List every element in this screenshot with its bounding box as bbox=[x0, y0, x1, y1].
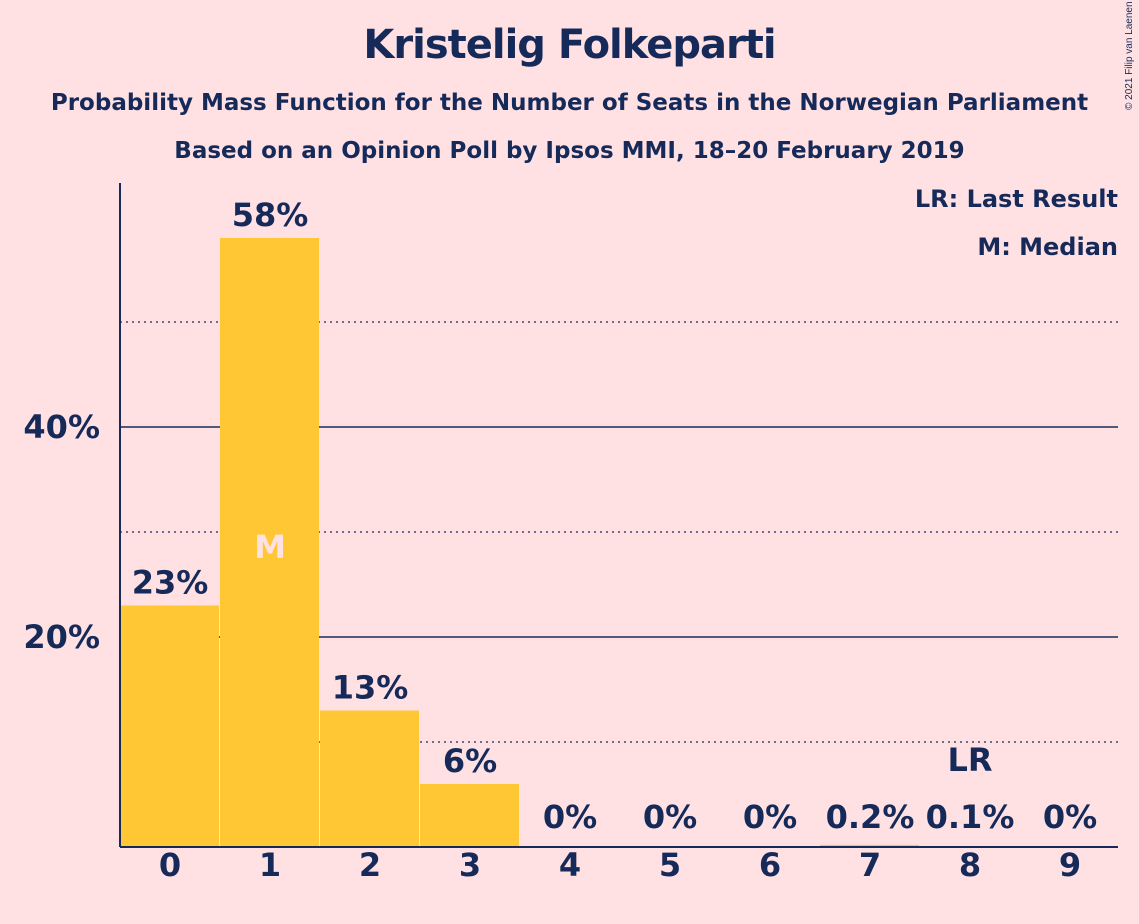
x-tick-label: 8 bbox=[959, 846, 981, 884]
bar-value-label: 13% bbox=[332, 669, 409, 707]
chart-title: Kristelig Folkeparti bbox=[363, 22, 776, 68]
chart-subtitle: Probability Mass Function for the Number… bbox=[50, 90, 1089, 116]
x-tick-label: 2 bbox=[359, 846, 381, 884]
bar-value-label: 0.2% bbox=[826, 798, 915, 836]
bar-value-label: 0.1% bbox=[926, 798, 1015, 836]
bar-value-label: 6% bbox=[443, 742, 497, 780]
x-tick-label: 6 bbox=[759, 846, 781, 884]
bar-value-label: 0% bbox=[643, 798, 697, 836]
bar bbox=[220, 238, 319, 847]
bar-value-label: 0% bbox=[743, 798, 797, 836]
x-tick-label: 7 bbox=[859, 846, 881, 884]
x-tick-label: 5 bbox=[659, 846, 681, 884]
x-tick-label: 1 bbox=[259, 846, 281, 884]
x-tick-label: 3 bbox=[459, 846, 481, 884]
x-tick-label: 4 bbox=[559, 846, 581, 884]
legend-median: M: Median bbox=[977, 233, 1118, 261]
bar-value-label: 23% bbox=[132, 564, 209, 602]
legend-last-result: LR: Last Result bbox=[914, 185, 1118, 213]
y-tick-label: 40% bbox=[23, 408, 100, 446]
chart-subtitle-source: Based on an Opinion Poll by Ipsos MMI, 1… bbox=[174, 138, 965, 164]
bar-value-label: 0% bbox=[1043, 798, 1097, 836]
median-marker: M bbox=[254, 528, 286, 566]
bar bbox=[320, 710, 419, 847]
bar bbox=[820, 844, 919, 847]
bar-value-label: 58% bbox=[232, 196, 309, 234]
bar bbox=[420, 784, 519, 847]
x-tick-label: 0 bbox=[159, 846, 181, 884]
bar-value-label: 0% bbox=[543, 798, 597, 836]
bar bbox=[120, 605, 219, 847]
last-result-marker: LR bbox=[947, 741, 992, 779]
x-tick-label: 9 bbox=[1059, 846, 1081, 884]
y-tick-label: 20% bbox=[23, 618, 100, 656]
